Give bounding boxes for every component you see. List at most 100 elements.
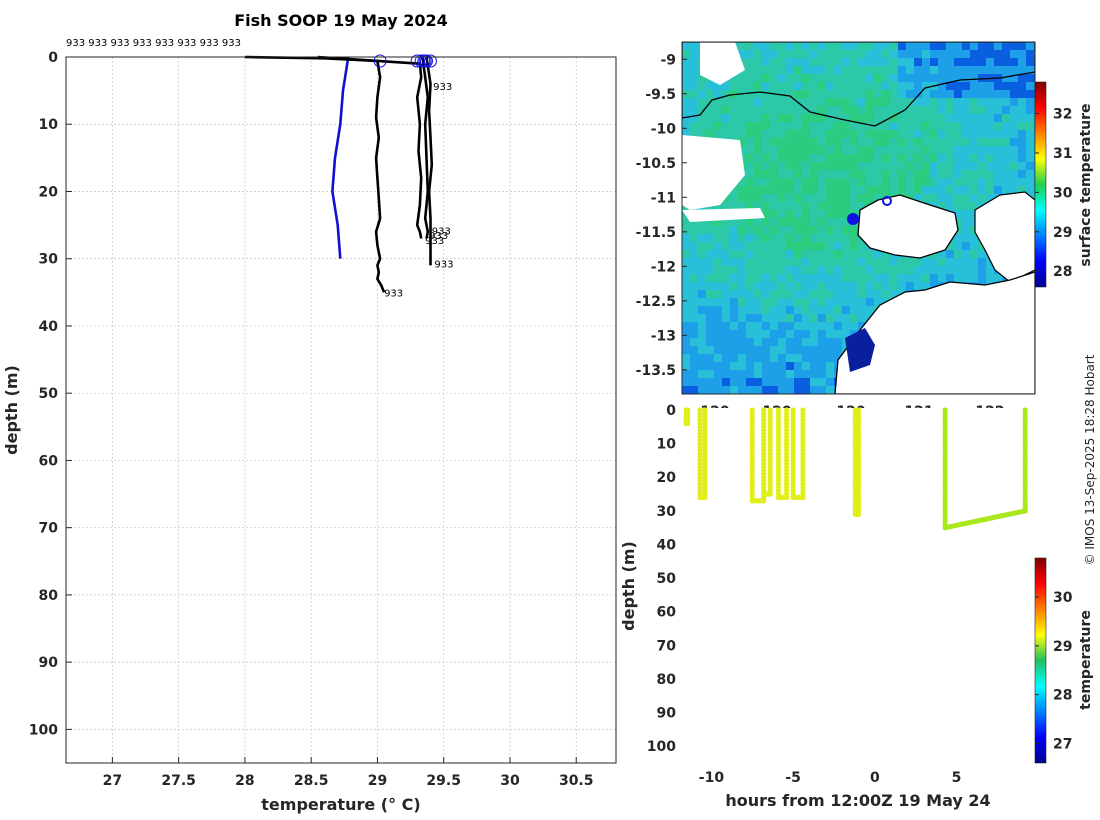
map-sst-cell: [738, 258, 746, 266]
map-sst-cell: [922, 58, 930, 66]
map-sst-cell: [802, 290, 810, 298]
map-sst-cell: [746, 234, 754, 242]
map-sst-cell: [754, 250, 762, 258]
map-sst-cell: [746, 258, 754, 266]
map-sst-cell: [930, 154, 938, 162]
map-sst-cell: [778, 50, 786, 58]
map-sst-cell: [826, 298, 834, 306]
map-sst-cell: [722, 290, 730, 298]
map-sst-cell: [770, 146, 778, 154]
map-sst-cell: [826, 58, 834, 66]
map-sst-cell: [834, 234, 842, 242]
map-sst-cell: [754, 274, 762, 282]
map-sst-cell: [874, 82, 882, 90]
map-sst-cell: [770, 354, 778, 362]
map-sst-cell: [762, 234, 770, 242]
map-sst-cell: [826, 282, 834, 290]
map-sst-cell: [778, 226, 786, 234]
map-sst-cell: [778, 258, 786, 266]
map-sst-cell: [1010, 130, 1018, 138]
map-sst-cell: [826, 162, 834, 170]
map-sst-cell: [802, 90, 810, 98]
map-sst-cell: [842, 322, 850, 330]
time-depth-y-tick-label: 60: [657, 605, 677, 621]
map-sst-cell: [738, 82, 746, 90]
map-sst-cell: [922, 50, 930, 58]
map-sst-cell: [690, 298, 698, 306]
map-sst-cell: [826, 210, 834, 218]
map-sst-cell: [946, 274, 954, 282]
map-sst-cell: [882, 50, 890, 58]
map-sst-cell: [1002, 130, 1010, 138]
map-sst-cell: [730, 218, 738, 226]
map-sst-cell: [1010, 50, 1018, 58]
map-sst-cell: [906, 170, 914, 178]
map-sst-cell: [794, 386, 802, 394]
map-sst-cell: [930, 130, 938, 138]
map-sst-cell: [874, 290, 882, 298]
map-sst-cell: [770, 242, 778, 250]
map-sst-cell: [826, 306, 834, 314]
map-sst-cell: [978, 274, 986, 282]
map-sst-cell: [730, 274, 738, 282]
map-sst-cell: [690, 338, 698, 346]
map-sst-cell: [890, 274, 898, 282]
map-sst-cell: [714, 306, 722, 314]
map-sst-cell: [986, 186, 994, 194]
map-sst-cell: [818, 82, 826, 90]
map-sst-cell: [810, 386, 818, 394]
time-depth-y-tick-label: 10: [657, 437, 677, 453]
map-sst-cell: [690, 306, 698, 314]
map-sst-cell: [818, 58, 826, 66]
map-sst-cell: [898, 170, 906, 178]
map-sst-cell: [754, 122, 762, 130]
time-depth-x-tick-label: -5: [785, 770, 801, 786]
map-sst-cell: [882, 82, 890, 90]
map-sst-cell: [722, 298, 730, 306]
time-depth-x-tick-label: 5: [952, 770, 962, 786]
map-sst-cell: [778, 42, 786, 50]
map-sst-cell: [810, 314, 818, 322]
map-sst-cell: [682, 378, 690, 386]
map-sst-cell: [1010, 66, 1018, 74]
map-sst-cell: [962, 194, 970, 202]
map-sst-cell: [970, 178, 978, 186]
map-sst-cell: [914, 146, 922, 154]
map-sst-cell: [762, 314, 770, 322]
map-sst-cell: [698, 290, 706, 298]
map-sst-cell: [770, 290, 778, 298]
map-sst-cell: [754, 130, 762, 138]
map-sst-cell: [706, 82, 714, 90]
map-sst-cell: [1010, 162, 1018, 170]
map-sst-cell: [1002, 74, 1010, 82]
map-sst-cell: [1002, 186, 1010, 194]
map-sst-cell: [690, 114, 698, 122]
map-sst-cell: [778, 178, 786, 186]
map-sst-cell: [834, 106, 842, 114]
map-sst-cell: [898, 50, 906, 58]
map-sst-cell: [778, 90, 786, 98]
map-sst-cell: [706, 250, 714, 258]
map-sst-cell: [842, 266, 850, 274]
time-depth-y-tick-label: 30: [657, 504, 677, 520]
map-sst-cell: [746, 74, 754, 82]
map-sst-cell: [842, 234, 850, 242]
map-sst-cell: [850, 50, 858, 58]
map-sst-cell: [890, 58, 898, 66]
map-sst-cell: [850, 258, 858, 266]
map-sst-cell: [762, 290, 770, 298]
map-sst-cell: [970, 210, 978, 218]
map-sst-cell: [746, 194, 754, 202]
map-sst-cell: [706, 314, 714, 322]
map-sst-cell: [850, 298, 858, 306]
map-sst-cell: [834, 202, 842, 210]
map-sst-cell: [1018, 130, 1026, 138]
map-sst-cell: [866, 170, 874, 178]
time-depth-y-tick-label: 80: [657, 672, 677, 688]
map-sst-cell: [826, 258, 834, 266]
map-sst-cell: [754, 354, 762, 362]
map-sst-cell: [786, 218, 794, 226]
map-sst-cell: [986, 146, 994, 154]
map-sst-cell: [802, 218, 810, 226]
